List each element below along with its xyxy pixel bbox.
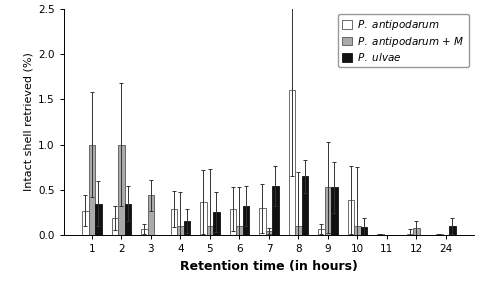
Bar: [288, 90, 295, 235]
Bar: [295, 226, 301, 235]
Bar: [124, 203, 131, 235]
Bar: [265, 231, 272, 235]
Bar: [301, 177, 307, 235]
Bar: [435, 234, 442, 235]
Bar: [183, 221, 190, 235]
Bar: [170, 209, 177, 235]
Bar: [330, 187, 337, 235]
Bar: [376, 234, 383, 235]
Bar: [112, 218, 118, 235]
Bar: [213, 212, 219, 235]
Bar: [236, 226, 242, 235]
Bar: [318, 229, 324, 235]
Bar: [412, 228, 419, 235]
Legend: $\it{P.}$ $\it{antipodarum}$, $\it{P.}$ $\it{antipodarum}$ + $\it{M}$, $\it{P.}$: $\it{P.}$ $\it{antipodarum}$, $\it{P.}$ …: [337, 14, 468, 67]
Bar: [147, 195, 154, 235]
X-axis label: Retention time (in hours): Retention time (in hours): [180, 260, 357, 273]
Bar: [259, 208, 265, 235]
Bar: [95, 203, 102, 235]
Bar: [353, 226, 360, 235]
Y-axis label: Intact shell retrieved (%): Intact shell retrieved (%): [24, 53, 34, 191]
Bar: [200, 202, 206, 235]
Bar: [406, 234, 412, 235]
Bar: [229, 209, 236, 235]
Bar: [347, 200, 353, 235]
Bar: [242, 206, 249, 235]
Bar: [88, 145, 95, 235]
Bar: [206, 226, 213, 235]
Bar: [324, 187, 330, 235]
Bar: [118, 145, 124, 235]
Bar: [360, 227, 366, 235]
Bar: [177, 226, 183, 235]
Bar: [272, 186, 278, 235]
Bar: [141, 229, 147, 235]
Bar: [448, 226, 455, 235]
Bar: [82, 211, 88, 235]
